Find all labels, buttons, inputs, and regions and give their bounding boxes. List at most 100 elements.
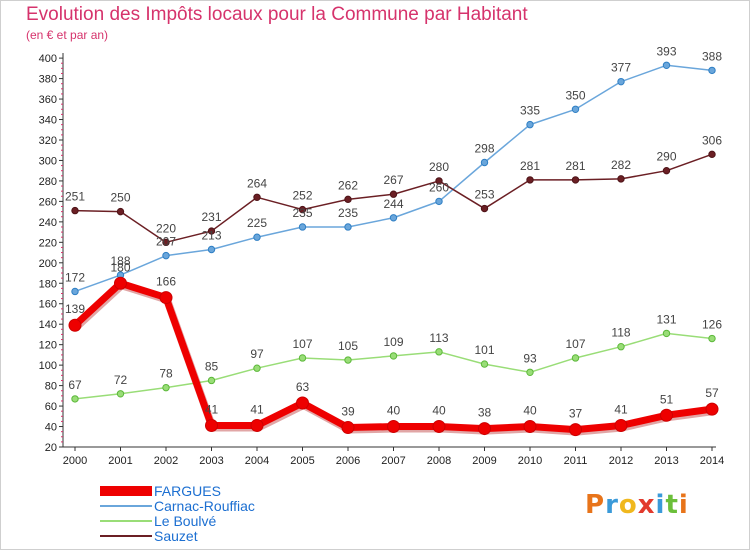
data-label-le-boulv-: 107	[292, 337, 312, 351]
x-tick-label: 2006	[336, 455, 360, 467]
point-fargues	[569, 423, 582, 437]
y-tick-label: 160	[39, 299, 57, 311]
y-tick-label: 240	[39, 217, 57, 229]
data-label-sauzet: 250	[110, 191, 130, 205]
data-label-carnac-rouffiac: 350	[565, 88, 585, 102]
data-label-sauzet: 281	[565, 159, 585, 173]
data-label-fargues: 63	[296, 380, 310, 394]
point-sauzet	[116, 207, 125, 216]
point-fargues	[478, 422, 491, 436]
logo-letter: o	[618, 490, 638, 520]
point-carnac-rouffiac	[389, 214, 398, 222]
point-le-boulv-	[116, 390, 125, 398]
data-label-fargues: 37	[569, 407, 583, 421]
data-label-le-boulv-: 101	[474, 343, 494, 357]
axes: 20 40 60 80 100 120 140 160 180 200 220 240 260 280 30…	[39, 53, 724, 467]
data-label-carnac-rouffiac: 377	[611, 61, 631, 75]
logo-letter: i	[678, 490, 689, 520]
point-carnac-rouffiac	[298, 223, 307, 231]
logo-letter: x	[637, 490, 656, 520]
data-label-carnac-rouffiac: 235	[338, 206, 358, 220]
point-carnac-rouffiac	[480, 158, 489, 167]
data-label-sauzet: 220	[156, 221, 176, 235]
point-le-boulv-	[571, 354, 580, 362]
point-sauzet	[389, 190, 398, 198]
data-label-fargues: 166	[156, 275, 176, 289]
point-sauzet	[298, 205, 307, 214]
data-label-carnac-rouffiac: 225	[247, 216, 267, 230]
y-tick-label: 380	[39, 74, 57, 86]
data-label-sauzet: 253	[474, 188, 494, 202]
data-label-carnac-rouffiac: 188	[110, 254, 130, 268]
data-label-carnac-rouffiac: 298	[474, 142, 494, 156]
y-tick-label: 60	[45, 401, 57, 413]
point-carnac-rouffiac	[344, 223, 352, 231]
data-label-sauzet: 306	[702, 133, 722, 147]
logo-letter: i	[655, 490, 666, 520]
legend-swatch-fargues	[100, 486, 152, 496]
point-carnac-rouffiac	[617, 77, 625, 86]
data-label-le-boulv-: 72	[114, 373, 128, 387]
x-tick-label: 2012	[609, 455, 633, 467]
legend-swatch-carnac-rouffiac	[100, 505, 152, 507]
point-le-boulv-	[71, 395, 79, 403]
point-carnac-rouffiac	[71, 287, 79, 296]
y-tick-label: 20	[45, 442, 57, 454]
data-label-le-boulv-: 109	[383, 335, 403, 349]
y-tick-label: 120	[39, 340, 57, 352]
point-le-boulv-	[344, 356, 352, 364]
data-label-carnac-rouffiac: 393	[656, 44, 676, 58]
legend-swatch-le-boulv-	[100, 520, 152, 522]
point-fargues	[205, 419, 218, 433]
data-label-le-boulv-: 118	[611, 326, 630, 340]
point-carnac-rouffiac	[662, 61, 671, 69]
data-label-le-boulv-: 93	[523, 351, 537, 365]
point-fargues	[114, 276, 127, 290]
point-sauzet	[662, 166, 671, 175]
data-label-sauzet: 264	[247, 176, 267, 190]
data-label-le-boulv-: 107	[565, 337, 585, 351]
data-label-fargues: 39	[341, 405, 355, 419]
y-tick-label: 340	[39, 115, 57, 127]
data-label-le-boulv-: 105	[338, 339, 358, 353]
chart-subtitle: (en € et par an)	[26, 28, 109, 42]
point-sauzet	[344, 195, 352, 204]
chart-title: Evolution des Impôts locaux pour la Comm…	[26, 4, 528, 25]
data-label-le-boulv-: 85	[205, 359, 219, 373]
x-tick-label: 2000	[63, 455, 87, 467]
data-label-le-boulv-: 67	[68, 378, 82, 392]
data-label-fargues: 57	[705, 386, 719, 400]
point-le-boulv-	[253, 364, 261, 372]
x-tick-label: 2003	[199, 455, 223, 467]
point-fargues	[387, 420, 400, 434]
proxiti-logo: Proxiti	[585, 490, 689, 520]
data-label-sauzet: 251	[65, 190, 85, 204]
data-label-carnac-rouffiac: 388	[702, 49, 722, 63]
point-carnac-rouffiac	[207, 245, 216, 254]
data-label-fargues: 41	[250, 403, 264, 417]
point-le-boulv-	[662, 329, 671, 338]
point-carnac-rouffiac	[708, 66, 716, 75]
y-tick-label: 280	[39, 176, 57, 188]
data-label-carnac-rouffiac: 235	[292, 206, 312, 220]
series-layer	[68, 61, 719, 437]
point-sauzet	[571, 176, 580, 184]
data-label-le-boulv-: 78	[159, 367, 173, 381]
point-fargues	[660, 408, 673, 422]
point-fargues	[296, 396, 309, 410]
legend-label-carnac-rouffiac: Carnac-Rouffiac	[154, 498, 255, 514]
data-label-carnac-rouffiac: 213	[201, 228, 221, 242]
y-tick-label: 180	[39, 278, 57, 290]
legend-label-le-boulv-: Le Boulvé	[154, 513, 217, 529]
data-label-le-boulv-: 131	[656, 312, 676, 326]
y-tick-label: 260	[39, 196, 57, 208]
point-fargues	[159, 291, 173, 305]
point-sauzet	[480, 204, 489, 213]
point-sauzet	[253, 193, 261, 201]
point-sauzet	[617, 175, 625, 183]
point-le-boulv-	[207, 376, 216, 385]
y-tick-label: 300	[39, 155, 57, 167]
logo-letter: r	[605, 490, 619, 520]
data-label-sauzet: 252	[292, 189, 312, 203]
